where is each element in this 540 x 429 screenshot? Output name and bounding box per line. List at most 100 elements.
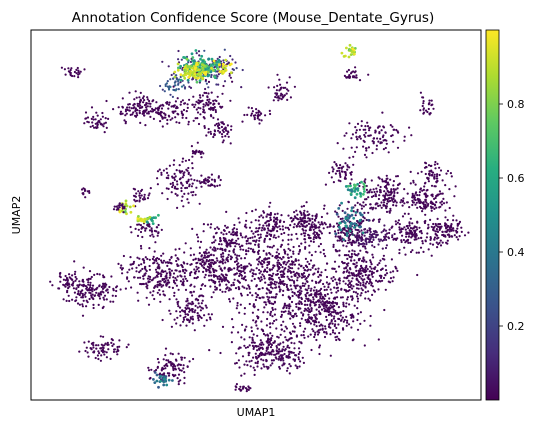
scatter-point xyxy=(191,103,194,106)
scatter-point xyxy=(231,58,234,61)
scatter-point xyxy=(182,205,185,208)
scatter-point xyxy=(164,275,167,278)
scatter-point xyxy=(297,352,300,356)
scatter-point xyxy=(78,284,81,287)
scatter-point xyxy=(191,150,194,153)
scatter-point xyxy=(393,232,396,236)
scatter-point xyxy=(292,245,295,249)
scatter-point xyxy=(342,238,346,242)
scatter-point xyxy=(251,236,254,239)
scatter-point xyxy=(135,115,138,118)
scatter-point xyxy=(116,348,119,351)
scatter-point xyxy=(219,288,222,291)
scatter-point xyxy=(189,302,192,305)
scatter-point xyxy=(212,235,215,238)
scatter-point xyxy=(180,263,183,267)
scatter-point xyxy=(365,270,368,273)
scatter-point xyxy=(281,348,284,351)
scatter-point xyxy=(308,213,311,216)
scatter-point xyxy=(445,172,448,175)
scatter-point xyxy=(357,244,360,247)
scatter-point xyxy=(72,287,75,290)
scatter-point xyxy=(235,272,238,275)
scatter-point xyxy=(216,277,219,280)
scatter-point xyxy=(162,383,166,387)
scatter-point xyxy=(256,334,259,337)
scatter-point xyxy=(99,118,102,121)
scatter-point xyxy=(283,302,286,305)
scatter-point xyxy=(376,269,379,272)
scatter-point xyxy=(237,243,241,246)
scatter-point xyxy=(221,247,224,251)
scatter-point xyxy=(176,97,179,100)
scatter-point xyxy=(291,267,294,270)
scatter-point xyxy=(349,184,352,188)
scatter-point xyxy=(255,239,258,242)
scatter-point xyxy=(84,349,87,353)
scatter-point xyxy=(299,287,302,290)
scatter-point xyxy=(176,275,179,278)
scatter-point xyxy=(260,367,263,370)
scatter-point xyxy=(342,301,345,304)
scatter-point xyxy=(285,356,288,359)
scatter-point xyxy=(178,178,181,181)
scatter-point xyxy=(419,91,422,94)
scatter-point xyxy=(351,47,354,51)
scatter-point xyxy=(174,80,177,83)
scatter-point xyxy=(363,344,366,347)
scatter-point xyxy=(331,279,334,282)
scatter-point xyxy=(180,199,183,202)
scatter-point xyxy=(134,107,137,110)
scatter-point xyxy=(297,259,300,262)
scatter-point xyxy=(320,271,323,274)
scatter-point xyxy=(411,194,414,197)
scatter-point xyxy=(113,205,116,208)
scatter-point xyxy=(444,184,447,187)
scatter-point xyxy=(229,54,232,58)
scatter-point xyxy=(276,226,279,229)
scatter-point xyxy=(216,95,219,98)
scatter-point xyxy=(372,206,375,209)
scatter-point xyxy=(341,209,344,212)
scatter-point xyxy=(179,280,182,283)
scatter-point xyxy=(444,224,447,227)
scatter-point xyxy=(251,210,254,213)
scatter-point xyxy=(230,256,233,259)
scatter-point xyxy=(446,233,449,236)
scatter-point xyxy=(267,262,271,265)
scatter-point xyxy=(149,234,152,237)
scatter-point xyxy=(143,261,146,264)
scatter-point xyxy=(393,190,396,193)
scatter-point xyxy=(106,343,109,346)
scatter-point xyxy=(176,263,179,266)
scatter-point xyxy=(179,379,182,382)
scatter-point xyxy=(228,250,231,253)
scatter-point xyxy=(240,270,243,273)
scatter-point xyxy=(279,315,283,318)
scatter-point xyxy=(280,232,283,236)
scatter-point xyxy=(421,210,424,213)
scatter-point xyxy=(292,270,295,273)
scatter-point xyxy=(325,318,328,322)
scatter-point xyxy=(311,214,314,217)
scatter-point xyxy=(189,291,192,294)
scatter-point xyxy=(375,148,378,151)
scatter-point xyxy=(346,296,349,299)
scatter-point xyxy=(345,254,348,257)
scatter-point xyxy=(384,288,387,291)
scatter-point xyxy=(307,275,310,278)
scatter-point xyxy=(349,227,352,230)
scatter-point xyxy=(290,216,293,219)
scatter-point xyxy=(101,290,104,293)
scatter-point xyxy=(277,259,280,262)
scatter-point xyxy=(338,254,341,257)
scatter-point xyxy=(381,267,384,271)
scatter-point xyxy=(318,352,321,356)
scatter-point xyxy=(321,300,324,303)
scatter-point xyxy=(353,234,356,237)
scatter-point xyxy=(146,112,149,115)
scatter-point xyxy=(221,325,225,328)
scatter-point xyxy=(265,253,268,256)
scatter-point xyxy=(305,224,309,227)
scatter-point xyxy=(383,180,386,183)
